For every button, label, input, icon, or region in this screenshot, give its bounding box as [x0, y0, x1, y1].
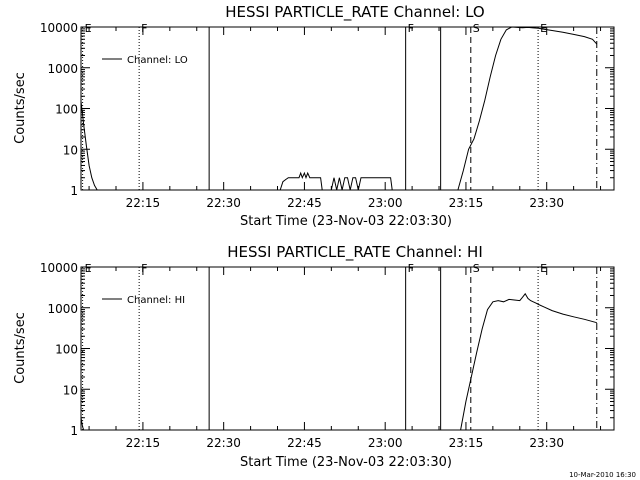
- x-tick-label: 23:15: [449, 436, 484, 450]
- timestamp-label: 10-Mar-2010 16:30: [569, 471, 636, 479]
- series-line: [80, 101, 98, 191]
- y-axis-title: Counts/sec: [13, 312, 28, 384]
- series-line: [457, 26, 598, 191]
- event-marker-label: E: [85, 262, 92, 275]
- y-tick-label: 10: [63, 383, 78, 397]
- plot-area: 1 10 100 1000 10000 22:15 22:30 22:45 23:00 23:15…: [40, 21, 615, 210]
- event-marker-label: F: [141, 22, 147, 35]
- event-marker-label: E: [540, 262, 547, 275]
- x-tick-label: 22:30: [206, 196, 241, 210]
- y-tick-label: 10: [63, 143, 78, 157]
- event-marker-label: F: [408, 262, 414, 275]
- x-axis-title: Start Time (23-Nov-03 22:03:30): [240, 214, 452, 229]
- x-tick-label: 23:15: [449, 196, 484, 210]
- x-tick-label: 22:45: [287, 196, 322, 210]
- y-tick-label: 1: [70, 184, 78, 198]
- y-tick-label: 10000: [40, 21, 78, 35]
- legend-label: Channel: HI: [127, 295, 185, 306]
- y-tick-label: 100: [55, 103, 78, 117]
- x-tick-label: 22:30: [206, 436, 241, 450]
- chart-title: HESSI PARTICLE_RATE Channel: HI: [227, 243, 483, 262]
- lo-channel-panel: HESSI PARTICLE_RATE Channel: LO Start Ti…: [13, 3, 615, 229]
- plot-area: 1 10 100 1000 10000 22:15 22:30 22:45 23:00 23:15…: [40, 261, 615, 450]
- y-tick-label: 100: [55, 343, 78, 357]
- y-tick-label: 1: [70, 424, 78, 438]
- x-tick-label: 23:00: [368, 196, 403, 210]
- y-axis-title: Counts/sec: [13, 72, 28, 144]
- x-tick-label: 23:30: [529, 436, 564, 450]
- x-tick-label: 23:00: [368, 436, 403, 450]
- hi-channel-panel: HESSI PARTICLE_RATE Channel: HI Start Ti…: [13, 243, 615, 470]
- x-tick-label: 22:45: [287, 436, 322, 450]
- plot-frame: [80, 266, 615, 431]
- y-tick-label: 1000: [47, 62, 78, 76]
- series-line: [80, 417, 85, 431]
- legend-label: Channel: LO: [127, 55, 188, 66]
- event-marker-label: E: [85, 22, 92, 35]
- event-marker-label: S: [473, 262, 480, 275]
- x-tick-label: 22:15: [126, 196, 161, 210]
- x-tick-label: 23:30: [529, 196, 564, 210]
- event-marker-label: F: [141, 262, 147, 275]
- event-marker-label: E: [540, 22, 547, 35]
- series-line: [460, 292, 597, 431]
- event-marker-label: S: [473, 22, 480, 35]
- series-line: [330, 177, 393, 191]
- series-line: [279, 171, 323, 191]
- x-axis-title: Start Time (23-Nov-03 22:03:30): [240, 455, 452, 470]
- event-marker-label: F: [408, 22, 414, 35]
- chart-title: HESSI PARTICLE_RATE Channel: LO: [225, 3, 484, 22]
- y-tick-label: 10000: [40, 261, 78, 275]
- plot-frame: [80, 26, 615, 191]
- y-tick-label: 1000: [47, 302, 78, 316]
- x-tick-label: 22:15: [126, 436, 161, 450]
